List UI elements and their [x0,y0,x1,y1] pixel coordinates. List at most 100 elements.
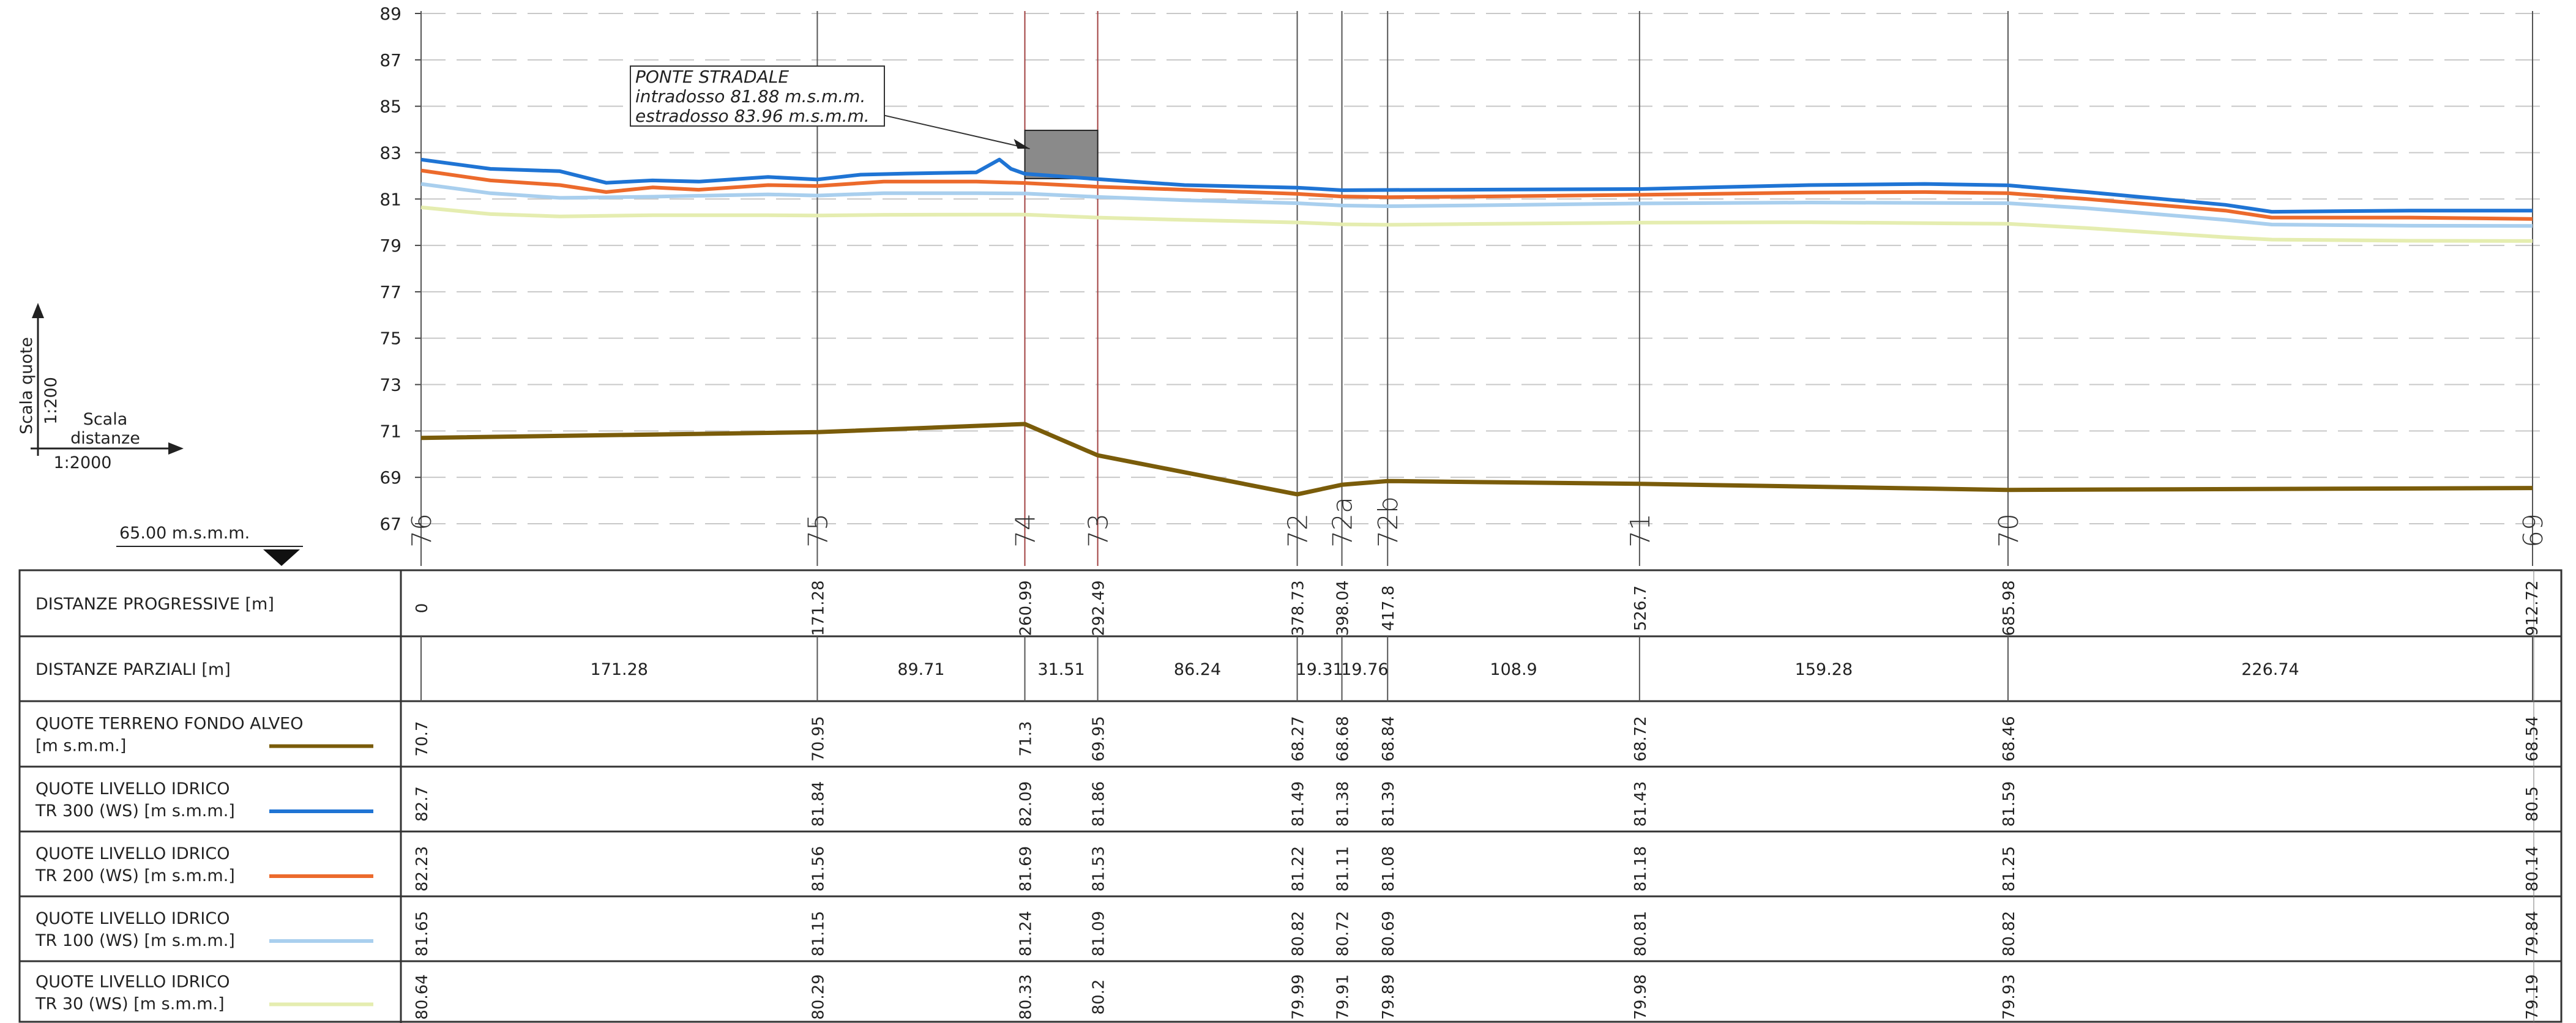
cell-value: 81.39 [1379,781,1398,827]
cell-value: 80.2 [1090,980,1108,1015]
cell-value: 81.86 [1090,781,1108,827]
cell-value: 81.38 [1334,781,1353,827]
bridge-callout: PONTE STRADALE intradosso 81.88 m.s.m.m.… [630,65,885,127]
cell-value: 81.43 [1632,781,1650,827]
cell-value: 171.28 [809,581,827,636]
cell-value: 79.93 [2000,974,2018,1019]
cell-value: 68.72 [1632,716,1650,761]
cell-value: 81.15 [809,911,827,956]
cell-value: 82.23 [413,846,431,891]
cell-value: 70.7 [413,721,431,757]
bridge-note-box [630,65,885,127]
cell-value: 80.82 [1290,911,1308,956]
cell-value: 81.49 [1290,781,1308,827]
y-tick-label: 81 [379,189,401,209]
series-line-tr200 [420,168,2533,221]
cell-value: 79.89 [1379,974,1398,1019]
row-label-line1: QUOTE LIVELLO IDRICO [35,844,230,863]
y-tick-label: 77 [379,282,401,302]
cell-value: 80.82 [2000,911,2018,956]
cell-value: 292.49 [1090,581,1108,636]
partial-distance-value: 19.31 [1296,660,1343,679]
y-tick-label: 85 [379,97,401,117]
cell-value: 260.99 [1017,581,1036,636]
section-label: 72 [1283,513,1314,548]
vertical-scale-value: 1:200 [42,377,61,425]
cell-value: 81.84 [809,781,827,827]
vertical-scale-label: Scala quote [17,337,36,434]
cell-value: 68.27 [1290,716,1308,761]
cell-value: 68.46 [2000,716,2018,761]
partial-distance-value: 31.51 [1037,660,1085,679]
y-tick-label: 69 [379,467,401,488]
cell-value: 378.73 [1290,581,1308,636]
row-label: DISTANZE PROGRESSIVE [m] [35,595,274,614]
partial-distance-value: 19.76 [1341,660,1388,679]
cell-value: 79.19 [2523,974,2542,1019]
cell-value: 81.08 [1379,846,1398,891]
table-frame [18,569,2563,1023]
datum-marker: 65.00 m.s.m.m. [116,524,303,566]
partial-distance-value: 108.9 [1490,660,1537,679]
data-table: DISTANZE PROGRESSIVE [m] 0 171.28 260.99 292… [18,569,2563,1023]
chart-area: 67 69 71 73 75 77 79 81 83 85 87 89 76 75 74 73 72 72a 72b… [379,4,2551,566]
cell-value: 81.24 [1017,911,1036,956]
y-tick-label: 71 [379,421,401,441]
row-label-line2: TR 100 (WS) [m s.m.m.] [35,931,235,950]
row-label-line1: QUOTE LIVELLO IDRICO [35,909,230,928]
datum-label: 65.00 m.s.m.m. [119,524,250,543]
y-tick-label: 73 [379,375,401,395]
bridge-note-estradosso: estradosso 83.96 m.s.m.m. [635,106,870,126]
partial-distance-value: 171.28 [590,660,648,679]
cell-value: 80.14 [2523,846,2542,891]
section-label: 74 [1010,513,1042,548]
horizontal-scale-label-2: distanze [70,429,140,448]
cell-value: 81.22 [1290,846,1308,891]
row-label-line2: TR 300 (WS) [m s.m.m.] [35,802,235,820]
row-label-line1: QUOTE LIVELLO IDRICO [35,973,230,992]
cell-value: 68.68 [1334,716,1353,761]
section-label: 72a [1327,497,1359,548]
cell-value: 80.29 [809,974,827,1019]
cell-value: 68.54 [2523,716,2542,761]
cell-value: 912.72 [2523,581,2542,636]
cell-value: 80.69 [1379,911,1398,956]
cell-value: 79.99 [1290,974,1308,1019]
cell-value: 80.72 [1334,911,1353,956]
y-tick-label: 87 [379,50,401,70]
cell-value: 81.69 [1017,846,1036,891]
partial-distance-value: 159.28 [1795,660,1853,679]
cell-value: 81.53 [1090,846,1108,891]
y-tick-label: 83 [379,143,401,163]
horizontal-scale-label-1: Scala [83,410,128,429]
series-line-tr100 [420,182,2533,228]
horizontal-scale-value: 1:2000 [54,453,112,472]
cell-value: 417.8 [1379,586,1398,631]
row-label-line1: QUOTE LIVELLO IDRICO [35,779,230,798]
cell-value: 80.81 [1632,911,1650,956]
section-label: 69 [2518,513,2549,548]
partial-distance-value: 89.71 [897,660,944,679]
y-tick-label: 67 [379,514,401,534]
partial-distance-value: 86.24 [1174,660,1221,679]
row-label-line2: [m s.m.m.] [35,737,126,756]
cell-value: 82.09 [1017,781,1036,827]
cell-value: 81.09 [1090,911,1108,956]
cell-value: 79.91 [1334,974,1353,1019]
cell-value: 526.7 [1632,586,1650,631]
section-label: 70 [1993,513,2025,548]
cell-value: 81.65 [413,911,431,956]
y-tick-label: 75 [379,329,401,349]
cell-value: 80.33 [1017,974,1036,1019]
series-line-tr300 [420,157,2533,214]
cell-value: 79.98 [1632,974,1650,1019]
cell-value: 69.95 [1090,716,1108,761]
scale-legend: Scala quote 1:200 Scala distanze 1:2000 [17,303,184,472]
cell-value: 81.18 [1632,846,1650,891]
cell-value: 82.7 [413,786,431,822]
y-tick-label: 79 [379,236,401,256]
bridge-deck [1024,130,1099,179]
section-label: 73 [1083,513,1114,548]
series-line-tr30 [420,205,2533,243]
